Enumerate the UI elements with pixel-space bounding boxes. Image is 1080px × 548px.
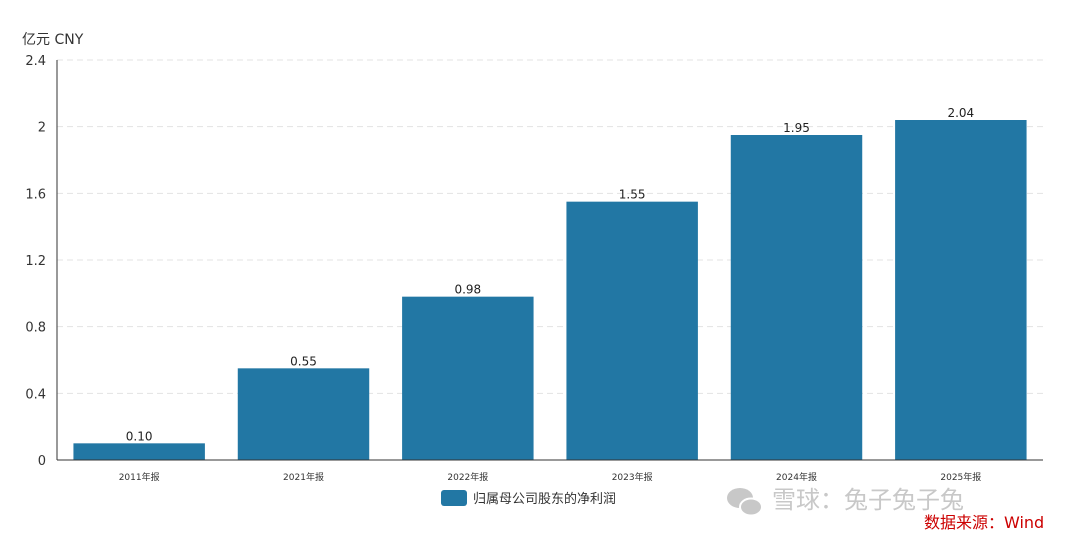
bar: [73, 443, 205, 460]
y-tick-label: 1.6: [25, 187, 46, 202]
y-tick-label: 2.4: [25, 54, 46, 69]
wechat-icon: [727, 488, 763, 517]
bar-value-label: 1.95: [783, 121, 810, 135]
y-axis-unit-label: 亿元 CNY: [22, 32, 84, 48]
y-axis-ticks: 0 0.4 0.8 1.2 1.6 2 2.4: [25, 54, 46, 469]
bar-value-label: 0.10: [126, 429, 153, 443]
x-tick-label: 2011年报: [119, 471, 160, 483]
bar-value-label: 2.04: [947, 106, 974, 120]
bar-value-label: 0.98: [454, 283, 481, 297]
legend-swatch: [441, 490, 467, 506]
x-axis-labels: 2011年报 2021年报 2022年报 2023年报 2024年报 2025年报: [119, 471, 982, 483]
bar-value-label: 0.55: [290, 354, 317, 368]
x-tick-label: 2023年报: [612, 471, 653, 483]
watermark-text: 雪球：兔子兔子兔: [772, 486, 964, 514]
x-tick-label: 2022年报: [447, 471, 488, 483]
legend: 归属母公司股东的净利润: [441, 490, 616, 507]
y-tick-label: 0.4: [25, 387, 46, 402]
x-tick-label: 2024年报: [776, 471, 817, 483]
x-tick-label: 2021年报: [283, 471, 324, 483]
bar: [566, 201, 698, 460]
x-tick-label: 2025年报: [940, 471, 981, 483]
gridlines: [57, 59, 1043, 394]
legend-label: 归属母公司股东的净利润: [473, 491, 616, 507]
bar: [237, 368, 370, 460]
watermark: 雪球：兔子兔子兔: [727, 486, 964, 517]
bar-value-label: 1.55: [619, 188, 646, 202]
data-source-label: 数据来源：Wind: [924, 513, 1044, 532]
y-tick-label: 0: [38, 454, 46, 469]
bars: 0.10 0.55 0.98 1.55 1.95 2.04: [73, 106, 1027, 460]
y-tick-label: 1.2: [25, 254, 46, 269]
bar: [402, 296, 534, 460]
y-tick-label: 2: [38, 121, 46, 136]
y-tick-label: 0.8: [25, 321, 46, 336]
bar: [895, 120, 1027, 460]
bar: [730, 135, 863, 460]
